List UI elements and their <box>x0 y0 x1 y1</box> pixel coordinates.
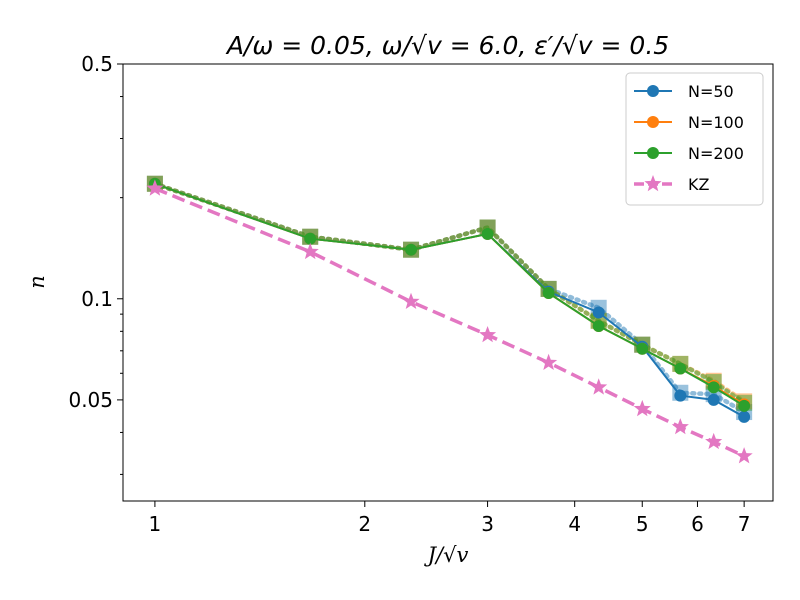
series-kz-point <box>633 399 651 417</box>
y-tick-label-0.5: 0.5 <box>81 52 113 76</box>
series-kz-point <box>479 326 497 343</box>
legend-label-kz: KZ <box>688 175 709 194</box>
x-tick-label-4: 4 <box>568 512 581 536</box>
series-n50-point <box>738 410 751 423</box>
series-n200-point <box>542 287 555 300</box>
series-n200-point <box>592 319 605 332</box>
x-tick-label-1: 1 <box>149 512 162 536</box>
series-kz-point <box>402 292 420 309</box>
legend-marker-kz <box>644 175 662 192</box>
legend-label-n50: N=50 <box>688 82 734 101</box>
chart-title: A/ω = 0.05, ω/√v = 6.0, ε′/√v = 0.5 <box>225 31 669 60</box>
series-n200-point <box>636 342 649 355</box>
x-tick-label-2: 2 <box>358 512 371 536</box>
x-tick-label-3: 3 <box>481 512 494 536</box>
series-n200-point <box>304 232 317 245</box>
series-n200-point <box>481 227 494 240</box>
legend-label-n100: N=100 <box>688 113 744 132</box>
series-kz-point <box>671 418 689 435</box>
series-kz-point <box>540 353 558 370</box>
series-n50-point <box>592 306 605 319</box>
y-axis-label: n <box>25 275 49 289</box>
legend-marker-n200 <box>647 147 659 159</box>
legend-label-n200: N=200 <box>688 144 744 163</box>
series-n200-point <box>405 243 418 256</box>
plot-data <box>146 175 753 464</box>
x-axis-label: J/√v <box>424 543 469 567</box>
y-tick-label-0.05: 0.05 <box>68 388 113 412</box>
series-kz-point <box>146 179 164 196</box>
series-kz-point <box>735 447 753 464</box>
series-kz-point <box>590 378 608 395</box>
series-kz-point <box>301 242 319 260</box>
series-kz-point <box>705 432 723 450</box>
x-tick-label-7: 7 <box>738 512 751 536</box>
legend-frame <box>625 72 764 206</box>
series-n50-point <box>707 393 720 406</box>
series-n200-line <box>154 182 745 407</box>
series-n200-point <box>738 399 751 412</box>
legend: N=50 N=100 N=200 KZ <box>625 72 764 206</box>
series-n50-point <box>674 389 687 402</box>
x-tick-label-5: 5 <box>636 512 649 536</box>
x-tick-label-6: 6 <box>691 512 704 536</box>
y-tick-label-0.1: 0.1 <box>81 287 113 311</box>
legend-marker-n50 <box>647 85 659 97</box>
series-n200-point <box>707 381 720 394</box>
series-kz-line <box>154 186 745 458</box>
plot-frame <box>122 63 774 502</box>
series-n200-point <box>674 362 687 375</box>
legend-marker-n100 <box>647 116 659 128</box>
